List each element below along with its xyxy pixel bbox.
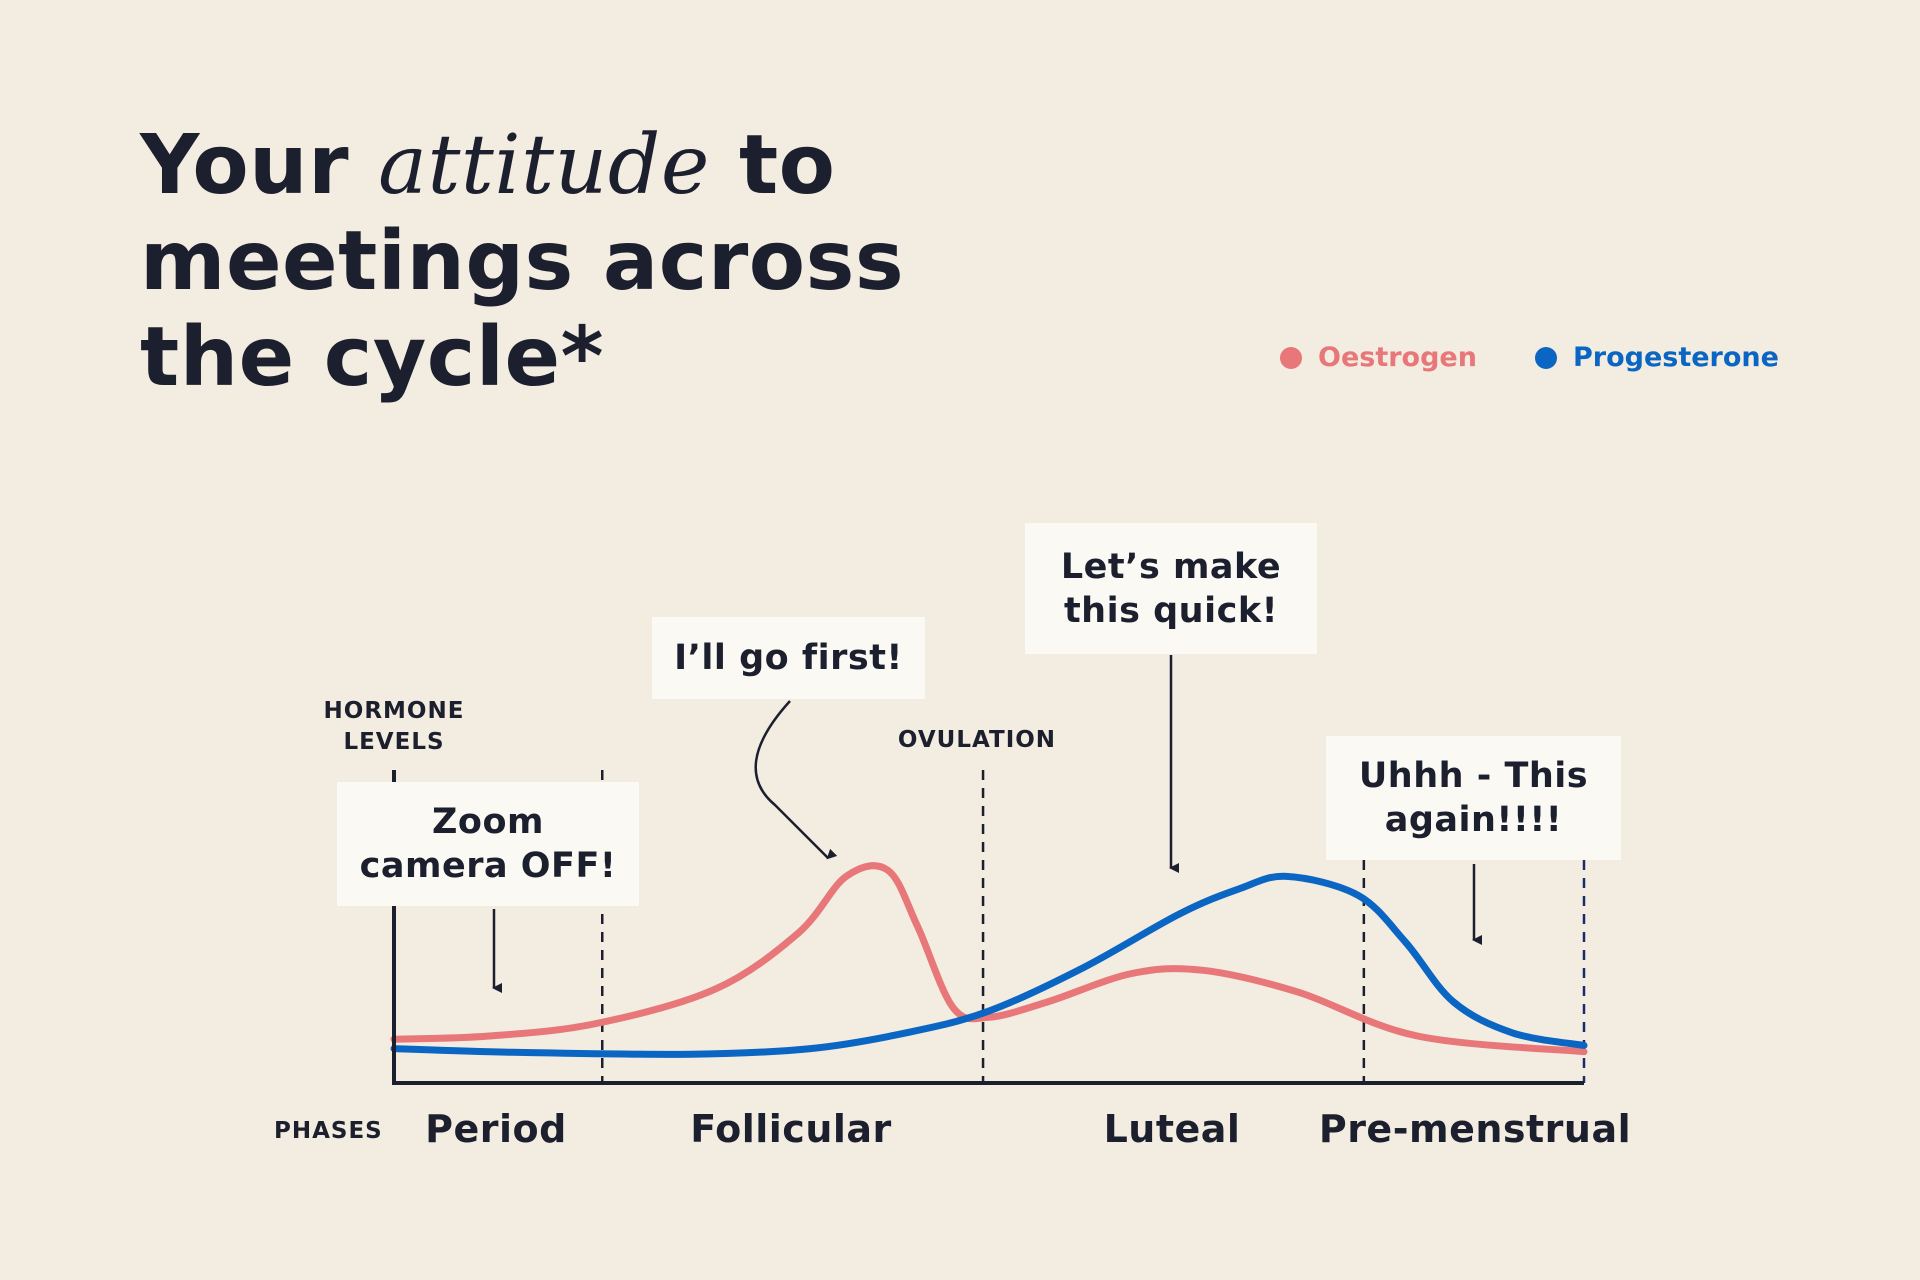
x-axis-label: PHASES xyxy=(274,1118,383,1144)
title-word-your: Your xyxy=(140,118,350,213)
callout-ill-go-first: I’ll go first! xyxy=(652,617,925,699)
page-title: Your attitude to meetings across the cyc… xyxy=(140,118,905,406)
phase-boundaries xyxy=(601,770,1586,1083)
hormone-curves xyxy=(390,862,1588,1058)
y-axis-label-line-2: LEVELS xyxy=(343,729,444,755)
legend-label-oestrogen: Oestrogen xyxy=(1318,342,1477,373)
annotation-arrows xyxy=(492,655,1482,993)
progesterone-dot-icon xyxy=(1534,346,1557,369)
phase-label-follicular: Follicular xyxy=(690,1107,892,1151)
ovulation-label: OVULATION xyxy=(898,727,1056,753)
callout-text: I’ll go first! xyxy=(674,638,903,678)
oestrogen-dot-icon xyxy=(1280,346,1302,369)
phase-labels: Period Follicular Luteal Pre-menstrual xyxy=(425,1107,1631,1151)
callout-zoom-camera-off: Zoom camera OFF! xyxy=(337,782,639,906)
title-word-to: to xyxy=(738,118,836,213)
title-line-3: the cycle* xyxy=(140,310,605,405)
title-line-2: meetings across xyxy=(140,214,905,309)
callout-lets-make-this-quick: Let’s make this quick! xyxy=(1025,523,1317,654)
title-line-1: Your attitude to xyxy=(140,118,900,214)
y-axis-label-line-1: HORMONE xyxy=(324,698,465,724)
legend-label-progesterone: Progesterone xyxy=(1572,342,1779,373)
callout-text: Uhhh - This again!!!! xyxy=(1358,756,1589,840)
callout-text: Zoom camera OFF! xyxy=(359,802,617,886)
oestrogen-curve xyxy=(390,862,1588,1056)
chart-legend: Oestrogen Progesterone xyxy=(1280,342,1779,373)
title-word-attitude: attitude xyxy=(378,118,710,213)
callout-text: Let’s make this quick! xyxy=(1060,546,1282,631)
phase-label-period: Period xyxy=(425,1107,567,1151)
legend-item-oestrogen: Oestrogen xyxy=(1280,342,1477,373)
callout-uhhh-this-again: Uhhh - This again!!!! xyxy=(1326,736,1621,860)
progesterone-curve xyxy=(390,872,1588,1058)
phase-label-luteal: Luteal xyxy=(1104,1107,1241,1151)
annotation-arrow-2 xyxy=(754,700,838,860)
legend-item-progesterone: Progesterone xyxy=(1534,342,1779,373)
phase-label-pre-menstrual: Pre-menstrual xyxy=(1319,1107,1631,1151)
